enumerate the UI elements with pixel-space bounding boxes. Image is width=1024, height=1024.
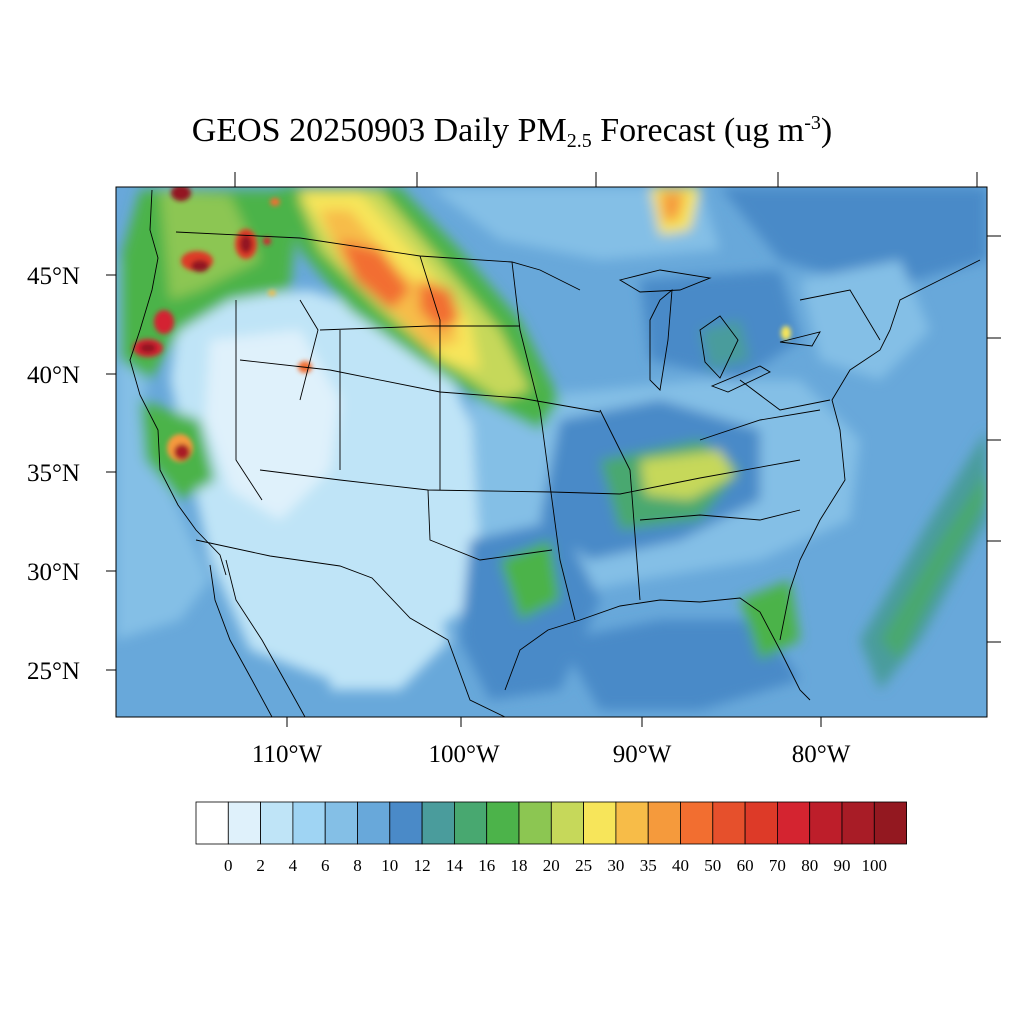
colorbar-swatch — [777, 801, 811, 845]
colorbar-swatch — [421, 801, 455, 845]
coastline-gulf — [504, 597, 811, 701]
lat-label: 30°N — [27, 559, 80, 586]
title-middle: Forecast (ug m — [591, 112, 805, 149]
colorbar-label: 2 — [256, 856, 265, 875]
state-line — [599, 409, 641, 601]
colorbar-label: 18 — [511, 856, 528, 875]
state-line — [319, 325, 520, 331]
colorbar-label: 4 — [289, 856, 298, 875]
lake-superior — [618, 269, 712, 293]
state-line — [427, 489, 553, 561]
colorbar-label: 100 — [862, 856, 888, 875]
colorbar-label: 80 — [801, 856, 818, 875]
latitude-labels: 45°N 40°N 35°N 30°N 25°N — [27, 263, 80, 685]
colorbar-swatch — [195, 801, 229, 845]
lon-label: 110°W — [252, 741, 323, 768]
coastline-atlantic — [779, 259, 981, 641]
title-suffix: ) — [820, 112, 833, 149]
colorbar-swatch — [680, 801, 714, 845]
state-line — [235, 300, 263, 501]
state-line — [419, 255, 441, 490]
fire-hotspots — [133, 187, 791, 462]
border-canada — [175, 231, 581, 291]
colorbar-swatch — [712, 801, 746, 845]
colorbar-swatch — [260, 801, 294, 845]
colorbar-label: 0 — [224, 856, 233, 875]
lat-label: 40°N — [27, 362, 80, 389]
colorbar-label: 14 — [446, 856, 464, 875]
colorbar-label: 20 — [543, 856, 560, 875]
lake-ontario — [779, 331, 821, 347]
state-line — [239, 359, 601, 413]
colorbar-label: 60 — [737, 856, 754, 875]
colorbar-swatch — [744, 801, 778, 845]
colorbar-label: 25 — [575, 856, 592, 875]
lat-label: 25°N — [27, 658, 80, 685]
state-line — [511, 261, 576, 621]
pm25-field — [116, 187, 987, 717]
colorbar-swatch — [453, 801, 488, 845]
map-frame — [115, 186, 988, 718]
border-mexico — [195, 539, 506, 717]
colorbar-label: 6 — [321, 856, 330, 875]
colorbar-label: 16 — [478, 856, 495, 875]
title-superscript: -3 — [804, 112, 821, 134]
lat-label: 45°N — [27, 263, 80, 290]
lon-label: 80°W — [792, 741, 851, 768]
colorbar-swatch — [324, 801, 358, 845]
colorbar-swatch — [583, 801, 617, 845]
colorbar-swatch — [518, 801, 552, 845]
lake-huron — [699, 315, 739, 379]
colorbar-swatch — [873, 801, 907, 845]
state-line — [799, 289, 881, 341]
lat-label: 35°N — [27, 460, 80, 487]
concentration-shading — [116, 187, 987, 710]
colorbar: 0 2 4 6 8 10 12 14 16 18 20 25 30 35 40 50 60 70 80 90 100 — [195, 801, 907, 875]
state-line — [259, 459, 801, 495]
colorbar-label: 50 — [704, 856, 721, 875]
coastline-baja — [225, 559, 306, 717]
colorbar-label: 40 — [672, 856, 689, 875]
colorbar-swatch — [357, 801, 391, 845]
colorbar-label: 30 — [607, 856, 624, 875]
colorbar-label: 70 — [769, 856, 786, 875]
title-prefix: GEOS 20250903 Daily PM — [191, 112, 567, 149]
colorbar-swatch — [809, 801, 843, 845]
colorbar-label: 90 — [834, 856, 851, 875]
longitude-labels: 110°W 100°W 90°W 80°W — [252, 741, 851, 768]
state-line — [699, 409, 821, 441]
colorbar-swatch — [486, 801, 520, 845]
colorbar-swatch — [292, 801, 326, 845]
colorbar-swatch — [389, 801, 423, 845]
lake-michigan — [649, 288, 673, 391]
state-line — [299, 299, 319, 401]
state-line — [739, 379, 831, 411]
colorbar-swatch — [841, 801, 875, 845]
colorbar-label: 10 — [381, 856, 398, 875]
coastline-baja-west — [209, 564, 273, 717]
colorbar-label: 12 — [414, 856, 431, 875]
axis-ticks — [106, 172, 1001, 727]
state-line — [639, 509, 801, 521]
boundaries — [129, 189, 981, 717]
colorbar-swatch — [550, 801, 584, 845]
colorbar-label: 35 — [640, 856, 657, 875]
colorbar-swatch — [615, 801, 649, 845]
coastline-west — [129, 189, 227, 576]
title-subscript: 2.5 — [566, 130, 592, 152]
colorbar-swatch — [227, 801, 262, 845]
lon-label: 100°W — [428, 741, 499, 768]
colorbar-swatch — [647, 801, 681, 845]
chart-title: GEOS 20250903 Daily PM2.5 Forecast (ug m… — [0, 112, 1024, 153]
colorbar-label: 8 — [353, 856, 362, 875]
lon-label: 90°W — [613, 741, 672, 768]
lake-erie — [710, 365, 771, 393]
